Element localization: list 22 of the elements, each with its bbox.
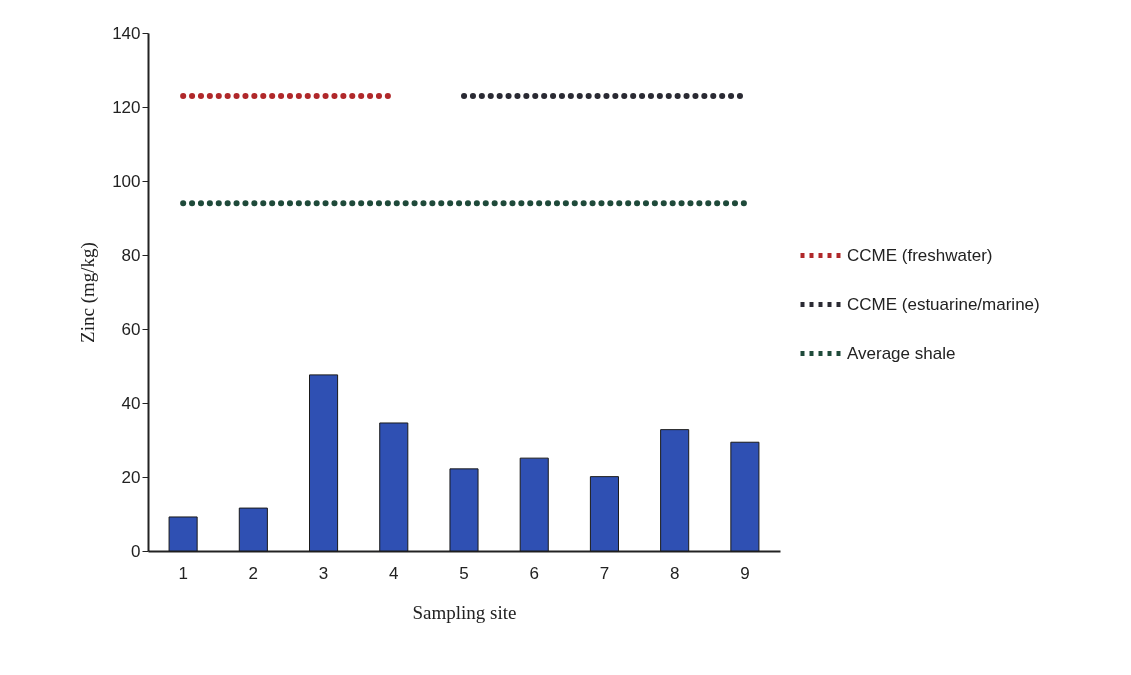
y-tick-label: 0 xyxy=(131,541,141,561)
legend-label: CCME (freshwater) xyxy=(847,245,993,265)
legend-label: CCME (estuarine/marine) xyxy=(847,294,1040,314)
x-axis-title: Sampling site xyxy=(412,601,517,623)
y-tick-label: 60 xyxy=(121,319,141,339)
x-tick-label: 7 xyxy=(599,563,610,583)
y-tick-label: 20 xyxy=(121,467,141,487)
y-tick-label: 40 xyxy=(121,393,141,413)
legend-label: Average shale xyxy=(847,343,956,363)
x-tick-label: 9 xyxy=(740,563,750,583)
x-tick-label: 8 xyxy=(669,563,680,583)
y-tick-label: 120 xyxy=(112,97,141,117)
x-tick-label: 6 xyxy=(529,563,539,583)
x-tick-label: 2 xyxy=(248,563,259,583)
y-tick-label: 80 xyxy=(121,245,141,265)
y-tick-label: 140 xyxy=(112,23,141,43)
x-tick-label: 3 xyxy=(318,563,329,583)
x-tick-label: 1 xyxy=(178,563,188,583)
y-tick-label: 100 xyxy=(112,171,141,191)
x-tick-label: 4 xyxy=(389,563,399,583)
x-tick-label: 5 xyxy=(459,563,469,583)
y-axis-title: Zinc (mg/kg) xyxy=(77,242,100,343)
